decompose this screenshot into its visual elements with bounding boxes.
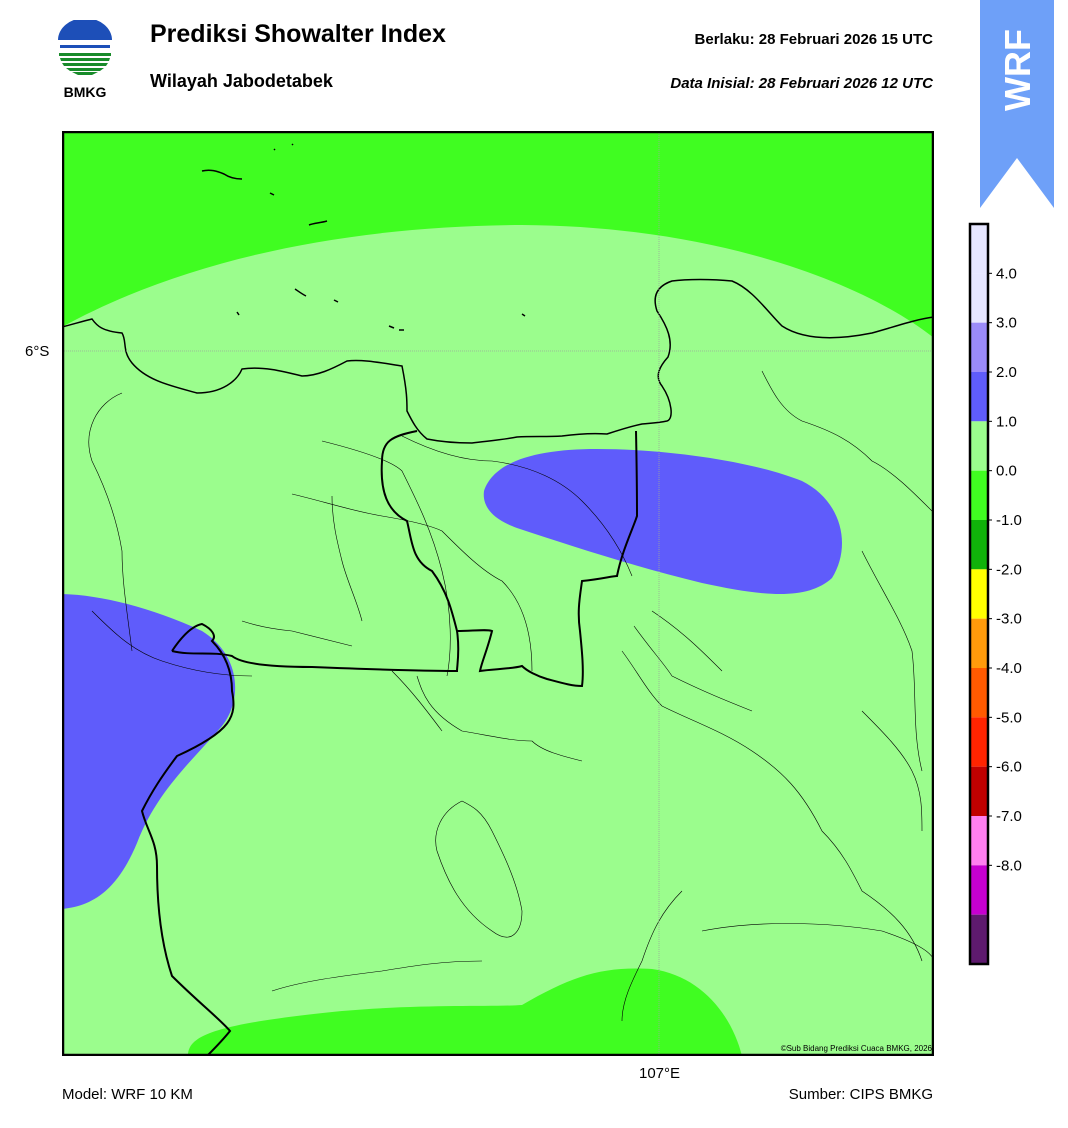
colorbar-band bbox=[970, 816, 988, 866]
colorbar-band bbox=[970, 372, 988, 422]
colorbar: 4.0 3.0 2.0 1.0 0.0 -1.0 -2.0 -3.0 -4.0 -5.0 -6.0 -… bbox=[968, 222, 1022, 966]
colorbar-band bbox=[970, 421, 988, 471]
colorbar-tick-label: -5.0 bbox=[996, 709, 1022, 726]
colorbar-band bbox=[970, 224, 988, 274]
colorbar-tick-label: -6.0 bbox=[996, 759, 1022, 776]
colorbar-tick-label: -3.0 bbox=[996, 611, 1022, 628]
colorbar-band bbox=[970, 322, 988, 372]
copyright-note: ©Sub Bidang Prediksi Cuaca BMKG, 2026 bbox=[780, 1044, 932, 1053]
colorbar-band bbox=[970, 865, 988, 915]
initial-data-time: Data Inisial: 28 Februari 2026 12 UTC bbox=[670, 75, 933, 92]
colorbar-tick-label: -8.0 bbox=[996, 857, 1022, 874]
valid-time: Berlaku: 28 Februari 2026 15 UTC bbox=[694, 31, 933, 48]
colorbar-tick-label: 2.0 bbox=[996, 364, 1017, 381]
colorbar-band bbox=[970, 766, 988, 816]
colorbar-band bbox=[970, 618, 988, 668]
source-label: Sumber: CIPS BMKG bbox=[788, 1086, 933, 1103]
colorbar-band bbox=[970, 717, 988, 767]
colorbar-band bbox=[970, 569, 988, 619]
colorbar-band bbox=[970, 520, 988, 570]
colorbar-band bbox=[970, 273, 988, 323]
wrf-badge bbox=[980, 0, 1054, 208]
colorbar-tick-label: 3.0 bbox=[996, 315, 1017, 332]
colorbar-tick-label: 0.0 bbox=[996, 463, 1017, 480]
bmkg-logo: BMKG bbox=[58, 20, 112, 100]
colorbar-band bbox=[970, 914, 988, 964]
logo-text: BMKG bbox=[64, 84, 107, 100]
latitude-label: 6°S bbox=[25, 343, 50, 360]
longitude-label: 107°E bbox=[639, 1065, 681, 1082]
colorbar-tick-label: -1.0 bbox=[996, 512, 1022, 529]
colorbar-band bbox=[970, 668, 988, 718]
wrf-badge-label: WRF bbox=[997, 29, 1038, 111]
colorbar-tick-label: -7.0 bbox=[996, 808, 1022, 825]
colorbar-band bbox=[970, 470, 988, 520]
colorbar-tick-label: -2.0 bbox=[996, 561, 1022, 578]
forecast-map bbox=[62, 131, 934, 1056]
colorbar-tick-label: 1.0 bbox=[996, 413, 1017, 430]
page-title: Prediksi Showalter Index bbox=[150, 20, 446, 48]
colorbar-tick-label: 4.0 bbox=[996, 265, 1017, 282]
wrf-badge-text: WRF bbox=[997, 29, 1038, 111]
model-label: Model: WRF 10 KM bbox=[62, 1086, 193, 1103]
region-subtitle: Wilayah Jabodetabek bbox=[150, 71, 333, 91]
colorbar-tick-label: -4.0 bbox=[996, 660, 1022, 677]
